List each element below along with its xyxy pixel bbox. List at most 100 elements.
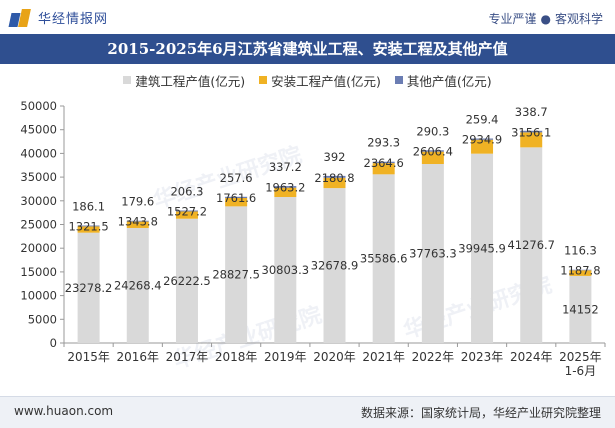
data-label-installation: 2364.6 [364,156,404,170]
tagline-left: 专业严谨 [488,12,537,26]
x-tick-label: 2025年 [559,350,602,364]
logo-icon [8,8,32,27]
x-tick-label: 2023年 [461,350,504,364]
tagline: 专业严谨 ● 客观科学 [488,10,603,27]
data-label-installation: 2934.9 [462,133,502,147]
title-bar [0,34,615,64]
data-label-installation: 1527.2 [167,204,207,218]
data-label-installation: 1963.2 [265,181,305,195]
x-tick-label: 2016年 [116,350,159,364]
legend-label-other: 其他产值(亿元) [406,73,492,89]
data-label-installation: 3156.1 [511,125,551,139]
legend-label-installation: 安装工程产值(亿元) [271,73,381,89]
bar-segment [225,196,248,199]
data-label-installation: 1321.5 [68,219,108,233]
bar-segment [471,139,494,154]
y-tick-label: 35000 [20,170,57,184]
data-label-other: 338.7 [515,105,548,119]
footer-source: 数据来源：国家统计局，华经产业研究院整理 [360,406,601,420]
footer-url[interactable]: www.huaon.com [14,404,114,418]
tagline-separator: ● [540,12,551,26]
data-label-other: 186.1 [72,200,105,214]
bar-segment [471,153,494,343]
data-label-other: 257.6 [220,171,253,185]
bar-segment [274,187,297,197]
x-tick-label: 2019年 [264,350,307,364]
data-label-other: 116.3 [564,244,597,258]
bar-segment [471,138,494,140]
x-tick-label: 2021年 [362,350,405,364]
bar-segment [569,270,592,276]
x-tick-label: 2020年 [313,350,356,364]
data-label-construction: 39945.9 [458,241,506,255]
y-tick-label: 20000 [20,241,57,255]
chart-title: 2015-2025年6月江苏省建筑业工程、安装工程及其他产值 [107,40,508,58]
tagline-right: 客观科学 [554,12,603,26]
site-name: 华经情报网 [38,12,109,27]
bar-segment [372,161,395,164]
y-tick-label: 5000 [28,312,57,326]
data-label-construction: 37763.3 [409,247,457,261]
data-label-construction: 28827.5 [212,268,260,282]
bar-segment [77,226,100,233]
bar-segment [126,227,149,343]
bar-segment [225,206,248,343]
bar-segment [520,132,543,148]
data-label-construction: 26222.5 [163,274,211,288]
legend-item-other: 其他产值(亿元) [394,71,492,90]
bar-segment [323,177,346,189]
x-tick-label: 1-6月 [565,364,597,378]
bar-segment [569,269,592,271]
legend-label-construction: 建筑工程产值(亿元) [135,73,246,89]
data-label-construction: 32678.9 [311,259,359,273]
legend-swatch-installation [259,76,268,84]
bar-segment [520,130,543,133]
bar-segment [421,150,444,152]
data-label-construction: 30803.3 [262,263,310,277]
data-label-other: 179.6 [121,195,154,209]
data-label-construction: 41276.7 [507,238,555,252]
bar-segment [323,175,346,178]
bar-segment [77,232,100,343]
y-tick-label: 50000 [20,99,57,113]
y-tick-label: 25000 [20,218,57,232]
legend-item-installation: 安装工程产值(亿元) [259,71,381,90]
bar-segment [77,225,100,227]
data-label-other: 392 [324,150,346,164]
x-tick-label: 2017年 [166,350,209,364]
bar-segment [372,163,395,175]
bar-segment [274,186,297,188]
data-label-other: 259.4 [466,113,499,127]
bar-segment [126,220,149,222]
data-label-construction: 14152 [562,302,599,316]
bar-segment [175,211,198,219]
bar-segment [126,221,149,228]
site-logo[interactable]: 华经情报网 [8,8,109,27]
y-tick-label: 40000 [20,146,57,160]
bar-segment [421,151,444,165]
bar-segment [274,196,297,343]
chart-legend: 建筑工程产值(亿元) 安装工程产值(亿元) 其他产值(亿元) [0,70,615,90]
data-label-construction: 23278.2 [65,281,113,295]
bar-segment [323,188,346,343]
legend-swatch-construction [123,76,132,84]
x-tick-label: 2024年 [510,350,553,364]
x-tick-label: 2015年 [67,350,110,364]
data-label-installation: 2180.8 [314,171,354,185]
data-label-installation: 2606.4 [413,145,453,159]
data-label-other: 290.3 [416,124,449,138]
bar-segment [175,210,198,212]
x-tick-label: 2022年 [412,350,455,364]
bar-segment [569,275,592,343]
legend-swatch-other [394,76,403,84]
footer: www.huaon.com 数据来源：国家统计局，华经产业研究院整理 [0,396,615,428]
data-label-construction: 35586.6 [360,252,408,266]
data-label-installation: 1187.8 [560,263,600,277]
y-tick-label: 10000 [20,289,57,303]
data-label-other: 293.3 [367,136,400,150]
data-label-installation: 1761.6 [216,191,256,205]
y-tick-label: 30000 [20,194,57,208]
data-label-construction: 24268.4 [114,278,162,292]
bar-segment [421,164,444,343]
legend-item-construction: 建筑工程产值(亿元) [123,71,245,90]
